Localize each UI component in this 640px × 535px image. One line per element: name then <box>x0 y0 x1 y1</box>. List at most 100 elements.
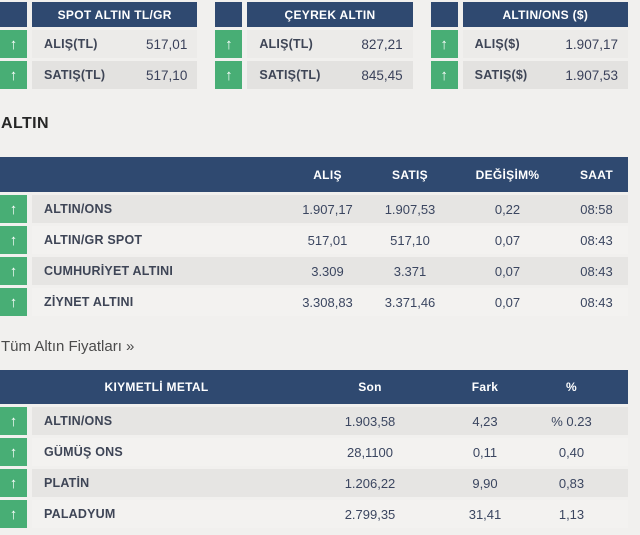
card-row-alis: ↑ ALIŞ(TL) 827,21 <box>215 30 413 58</box>
fark-value: 9,90 <box>472 475 498 491</box>
gold-prices-widget: SPOT ALTIN TL/GR ↑ ALIŞ(TL) 517,01 ↑ SAT… <box>0 2 628 528</box>
price-label: SATIŞ(TL) <box>259 68 321 82</box>
up-arrow-icon: ↑ <box>215 30 243 58</box>
up-arrow-icon: ↑ <box>0 226 27 254</box>
up-arrow-icon: ↑ <box>0 407 27 435</box>
up-arrow-icon: ↑ <box>0 257 27 285</box>
price-label: SATIŞ($) <box>474 68 528 82</box>
percent-value: 0,83 <box>558 475 585 491</box>
card-header-corner <box>0 2 27 27</box>
alis-value: 3.309 <box>311 263 344 279</box>
header-kiymetli-metal: KIYMETLİ METAL <box>104 380 209 394</box>
son-value: 1.206,22 <box>344 475 396 491</box>
metals-table: KIYMETLİ METAL Son Fark % ↑ ALTIN/ONS 1.… <box>0 370 628 528</box>
card-row-satis: ↑ SATIŞ(TL) 517,10 <box>0 61 198 89</box>
header-alis: ALIŞ <box>313 167 342 182</box>
instrument-name: ZİYNET ALTINI <box>44 295 134 309</box>
metal-name: PALADYUM <box>44 507 116 521</box>
gold-table: ALIŞ SATIŞ DEĞİŞİM% SAAT ↑ ALTIN/ONS 1.9… <box>0 157 628 316</box>
metals-table-header: KIYMETLİ METAL Son Fark % <box>0 370 628 404</box>
card-header: SPOT ALTIN TL/GR <box>0 2 198 27</box>
degisim-value: 0,07 <box>494 263 521 279</box>
header-saat: SAAT <box>580 167 613 182</box>
card-spot-altin: SPOT ALTIN TL/GR ↑ ALIŞ(TL) 517,01 ↑ SAT… <box>0 2 198 92</box>
saat-value: 08:43 <box>580 263 613 279</box>
fark-value: 4,23 <box>472 413 498 429</box>
percent-value: 0,40 <box>558 444 585 460</box>
percent-value: 1,13 <box>558 506 585 522</box>
alis-value: 3.308,83 <box>302 294 353 310</box>
degisim-value: 0,22 <box>494 201 521 217</box>
card-ceyrek-altin: ÇEYREK ALTIN ↑ ALIŞ(TL) 827,21 ↑ SATIŞ(T… <box>215 2 413 92</box>
header-percent: % <box>566 380 577 394</box>
card-row-satis: ↑ SATIŞ(TL) 845,45 <box>215 61 413 89</box>
up-arrow-icon: ↑ <box>0 61 27 89</box>
summary-cards-row: SPOT ALTIN TL/GR ↑ ALIŞ(TL) 517,01 ↑ SAT… <box>0 2 628 92</box>
price-label: ALIŞ(TL) <box>44 37 98 51</box>
fark-value: 31,41 <box>468 506 502 522</box>
card-title: SPOT ALTIN TL/GR <box>32 2 198 27</box>
card-title: ALTIN/ONS ($) <box>462 2 628 27</box>
metal-name: PLATİN <box>44 476 90 490</box>
card-row-alis: ↑ ALIŞ(TL) 517,01 <box>0 30 198 58</box>
saat-value: 08:58 <box>580 201 613 217</box>
degisim-value: 0,07 <box>494 294 521 310</box>
header-satis: SATIŞ <box>392 167 428 182</box>
price-value: 517,10 <box>146 67 188 83</box>
saat-value: 08:43 <box>580 294 613 310</box>
fark-value: 0,11 <box>472 444 498 460</box>
section-title-altin: ALTIN <box>1 115 49 132</box>
son-value: 28,1100 <box>346 444 394 460</box>
price-label: ALIŞ(TL) <box>259 37 313 51</box>
up-arrow-icon: ↑ <box>0 288 27 316</box>
up-arrow-icon: ↑ <box>430 30 458 58</box>
son-value: 1.903,58 <box>344 413 396 429</box>
up-arrow-icon: ↑ <box>0 195 27 223</box>
card-header-corner <box>215 2 243 27</box>
table-row-platin[interactable]: ↑ PLATİN 1.206,22 9,90 0,83 <box>0 469 628 497</box>
price-label: SATIŞ(TL) <box>44 68 106 82</box>
card-row-satis: ↑ SATIŞ($) 1.907,53 <box>430 61 628 89</box>
instrument-name: ALTIN/GR SPOT <box>44 233 143 247</box>
instrument-name: CUMHURİYET ALTINI <box>44 264 174 278</box>
header-fark: Fark <box>471 380 499 394</box>
degisim-value: 0,07 <box>494 232 521 248</box>
table-row-paladyum[interactable]: ↑ PALADYUM 2.799,35 31,41 1,13 <box>0 500 628 528</box>
alis-value: 1.907,17 <box>302 201 353 217</box>
satis-value: 3.371,46 <box>384 294 436 310</box>
table-row-altin-ons[interactable]: ↑ ALTIN/ONS 1.903,58 4,23 % 0.23 <box>0 407 628 435</box>
card-title: ÇEYREK ALTIN <box>247 2 413 27</box>
card-header-corner <box>430 2 458 27</box>
card-header: ÇEYREK ALTIN <box>215 2 413 27</box>
table-row-altin-gr-spot[interactable]: ↑ ALTIN/GR SPOT 517,01 517,10 0,07 08:43 <box>0 226 628 254</box>
card-altin-ons: ALTIN/ONS ($) ↑ ALIŞ($) 1.907,17 ↑ SATIŞ… <box>430 2 628 92</box>
card-header: ALTIN/ONS ($) <box>430 2 628 27</box>
saat-value: 08:43 <box>580 232 613 248</box>
price-value: 1.907,53 <box>565 67 618 83</box>
alis-value: 517,01 <box>307 232 348 248</box>
price-label: ALIŞ($) <box>474 37 520 51</box>
up-arrow-icon: ↑ <box>0 438 27 466</box>
satis-value: 3.371 <box>393 263 427 279</box>
up-arrow-icon: ↑ <box>0 30 27 58</box>
all-gold-prices-link[interactable]: Tüm Altın Fiyatları » <box>1 338 135 355</box>
table-row-cumhuriyet-altini[interactable]: ↑ CUMHURİYET ALTINI 3.309 3.371 0,07 08:… <box>0 257 628 285</box>
instrument-name: ALTIN/ONS <box>44 202 113 216</box>
gold-table-header: ALIŞ SATIŞ DEĞİŞİM% SAAT <box>0 157 628 192</box>
price-value: 845,45 <box>361 67 403 83</box>
header-son: Son <box>358 380 382 394</box>
price-value: 1.907,17 <box>565 36 618 52</box>
header-degisim: DEĞİŞİM% <box>475 167 540 182</box>
table-row-gumus-ons[interactable]: ↑ GÜMÜŞ ONS 28,1100 0,11 0,40 <box>0 438 628 466</box>
satis-value: 517,10 <box>390 232 430 248</box>
price-value: 517,01 <box>146 36 188 52</box>
table-row-ziynet-altini[interactable]: ↑ ZİYNET ALTINI 3.308,83 3.371,46 0,07 0… <box>0 288 628 316</box>
satis-value: 1.907,53 <box>384 201 436 217</box>
price-value: 827,21 <box>361 36 403 52</box>
table-row-altin-ons[interactable]: ↑ ALTIN/ONS 1.907,17 1.907,53 0,22 08:58 <box>0 195 628 223</box>
metal-name: ALTIN/ONS <box>44 414 113 428</box>
up-arrow-icon: ↑ <box>0 469 27 497</box>
card-row-alis: ↑ ALIŞ($) 1.907,17 <box>430 30 628 58</box>
son-value: 2.799,35 <box>344 506 396 522</box>
percent-value: % 0.23 <box>551 413 592 429</box>
